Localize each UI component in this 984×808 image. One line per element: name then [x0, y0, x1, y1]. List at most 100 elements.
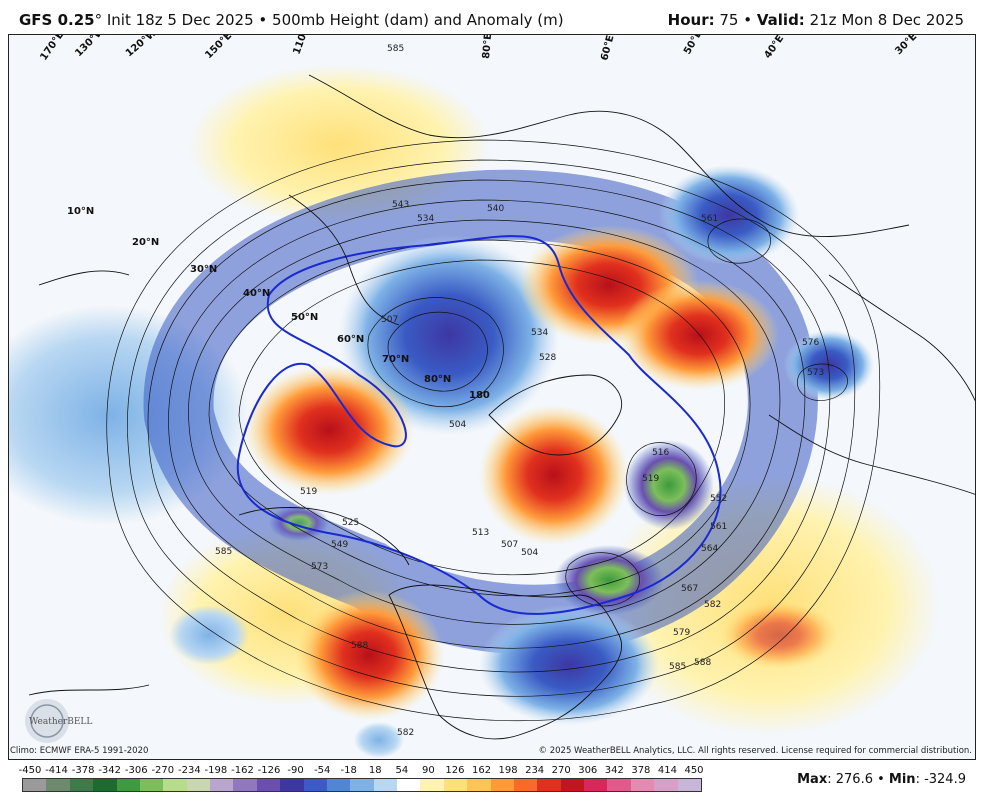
- contour-label: 582: [704, 600, 721, 610]
- contour-label: 588: [694, 658, 711, 668]
- anomaly-green-gulf-alaska: [269, 505, 329, 541]
- colorbar-tick-label: -414: [45, 765, 68, 776]
- colorbar-swatch: [420, 779, 444, 791]
- colorbar-tick-label: -378: [71, 765, 95, 776]
- product-name: 500mb Height (dam) and Anomaly (m): [272, 11, 564, 29]
- contour-label: 561: [710, 522, 727, 532]
- colorbar-labels: -450 -414 -378 -342 -306 -270 -234 -198 -162 -126…: [18, 765, 704, 777]
- contour-label: 573: [311, 562, 328, 572]
- colorbar-tick-label: 18: [368, 765, 382, 776]
- contour-label: 588: [351, 641, 368, 651]
- max-value: 276.6: [835, 772, 873, 787]
- anomaly-red-west-us: [294, 590, 444, 720]
- contour-label: 564: [701, 544, 718, 554]
- title: GFS 0.25° Init 18z 5 Dec 2025 • 500mb He…: [19, 11, 564, 29]
- contour-label: 582: [397, 728, 414, 738]
- hour-label: Hour:: [667, 11, 715, 29]
- contour-label: 561: [701, 214, 718, 224]
- colorbar-tick-label: 198: [498, 765, 518, 776]
- colorbar-swatch: [23, 779, 47, 791]
- min-label: Min: [888, 772, 916, 787]
- colorbar-swatch: [513, 779, 538, 791]
- contour-540: [236, 235, 722, 615]
- separator: •: [253, 11, 273, 29]
- lat-label: 30°N: [190, 264, 217, 275]
- lon-label: 180: [469, 390, 490, 401]
- contour-label: 513: [472, 528, 489, 538]
- colorbar-tick-label: 342: [604, 765, 624, 776]
- colorbar-swatch: [677, 779, 701, 791]
- colorbar-swatch: [163, 779, 187, 791]
- height-contours: [106, 139, 881, 722]
- colorbar-tick-label: -90: [287, 765, 304, 776]
- contour-label: 507: [501, 540, 518, 550]
- weatherbell-logo: WeatherBELL: [25, 699, 92, 743]
- colorbar-swatch: [584, 779, 608, 791]
- logo-text: WeatherBELL: [29, 717, 92, 727]
- colorbar-swatch: [210, 779, 234, 791]
- colorbar-tick-label: -18: [340, 765, 357, 776]
- colorbar-swatch: [233, 779, 257, 791]
- valid-label: Valid:: [756, 11, 805, 29]
- coastlines: [28, 74, 975, 740]
- colorbar-tick-label: -162: [231, 765, 254, 776]
- contour-label: 504: [449, 420, 466, 430]
- colorbar-swatch: [116, 779, 140, 791]
- init-time: Init 18z 5 Dec 2025: [106, 11, 254, 29]
- lat-label: 40°N: [243, 288, 270, 299]
- lat-label: 60°N: [337, 334, 364, 345]
- anomaly-blue-small: [354, 722, 404, 758]
- contour-label: 543: [392, 200, 409, 210]
- forecast-info: Hour: 75 • Valid: 21z Mon 8 Dec 2025: [668, 11, 964, 29]
- colorbar-swatch: [69, 779, 94, 791]
- colorbar-tick-label: 234: [525, 765, 545, 776]
- climo-note: Climo: ECMWF ERA-5 1991-2020: [10, 746, 149, 756]
- contour-label: 519: [300, 487, 317, 497]
- valid-value: 21z Mon 8 Dec 2025: [809, 11, 964, 29]
- contour-label: 576: [802, 338, 819, 348]
- colorbar-tick-label: -270: [151, 765, 175, 776]
- colorbar: [22, 778, 702, 792]
- colorbar-swatch: [490, 779, 514, 791]
- contour-label: 549: [331, 540, 348, 550]
- contour-label: 528: [539, 353, 556, 363]
- contour-label: 534: [531, 328, 548, 338]
- height-value-labels: 543 534 540 561 576 573 507 504 519 525 …: [215, 44, 824, 738]
- colorbar-swatch: [186, 779, 210, 791]
- contour-label: 516: [652, 448, 669, 458]
- contour-label: 534: [417, 214, 434, 224]
- contour-label: 519: [642, 474, 659, 484]
- contour-label: 585: [215, 547, 232, 557]
- colorbar-swatch: [560, 779, 584, 791]
- lat-label: 50°N: [291, 312, 318, 323]
- contour-label: 552: [710, 494, 727, 504]
- colorbar-swatch: [373, 779, 397, 791]
- colorbar-tick-label: -198: [204, 765, 228, 776]
- anomaly-orange-atlantic: [719, 600, 839, 670]
- colorbar-tick-label: 54: [395, 765, 409, 776]
- degree-sign: °: [94, 11, 103, 29]
- copyright: © 2025 WeatherBELL Analytics, LLC. All r…: [538, 746, 972, 756]
- lat-label: 20°N: [132, 237, 159, 248]
- lat-label: 80°N: [424, 374, 451, 385]
- lon-label: 80°E: [481, 35, 494, 59]
- anomaly-green-hudson: [554, 545, 664, 615]
- colorbar-swatch: [654, 779, 678, 791]
- colorbar-tick-label: -126: [257, 765, 281, 776]
- colorbar-tick-label: -450: [18, 765, 42, 776]
- colorbar-swatch: [139, 779, 164, 791]
- anomaly-blue-east-us: [479, 605, 659, 725]
- colorbar-swatch: [630, 779, 655, 791]
- max-min-readout: Max: 276.6 • Min: -324.9: [797, 772, 966, 787]
- colorbar-tick-label: 378: [631, 765, 651, 776]
- contour-label: 585: [387, 44, 404, 54]
- separator: •: [872, 772, 889, 787]
- colorbar-swatch: [303, 779, 327, 791]
- separator: •: [738, 11, 757, 29]
- model-name: GFS 0.25: [19, 11, 95, 29]
- anomaly-blue-mediterranean: [784, 330, 874, 400]
- map[interactable]: 10°N 20°N 30°N 40°N 50°N 60°N 70°N 80°N …: [8, 34, 976, 760]
- colorbar-tick-label: -54: [313, 765, 331, 776]
- lat-label: 10°N: [67, 206, 94, 217]
- anomaly-red-alaska: [244, 365, 414, 495]
